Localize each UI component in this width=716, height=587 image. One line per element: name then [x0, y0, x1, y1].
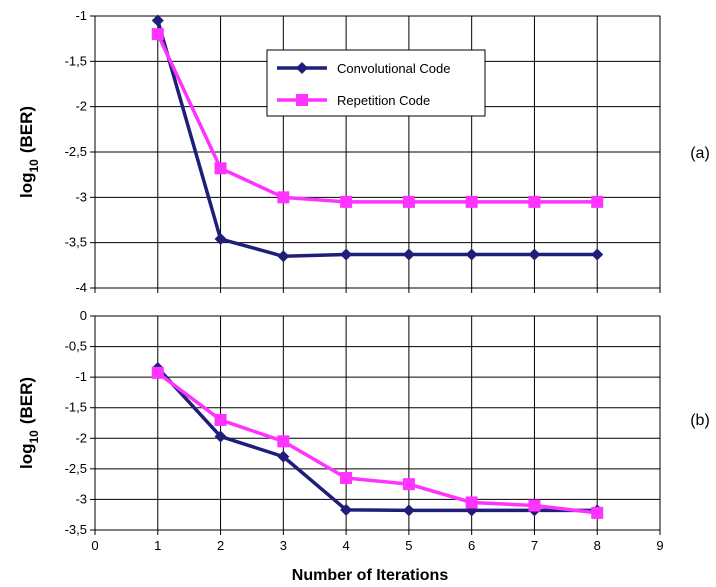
- y-tick-label: -0,5: [65, 339, 87, 354]
- data-point-repetition: [277, 191, 290, 204]
- data-point-repetition: [591, 506, 604, 519]
- data-point-repetition: [340, 472, 353, 485]
- y-axis-label-rest: (BER): [17, 377, 36, 424]
- y-axis-label-subscript: 10: [27, 159, 41, 173]
- panel-b-chart: 0 -0,5 -1 -1,5 -2 -2,5 -3 -3,5 0 1 2 3 4 5 6 7 8 9 log10 (B…: [17, 308, 710, 553]
- legend-marker-diamond: [296, 62, 308, 74]
- x-axis-label: Number of Iterations: [292, 567, 449, 584]
- y-tick-label: -3: [75, 189, 87, 204]
- data-point-repetition: [340, 195, 353, 208]
- y-axis-label-subscript: 10: [27, 430, 41, 444]
- x-tick-label: 7: [531, 538, 538, 553]
- data-point-convolutional: [465, 248, 478, 261]
- y-axis-label: log10 (BER): [17, 377, 41, 469]
- data-point-convolutional: [214, 233, 227, 246]
- data-point-convolutional: [277, 250, 290, 263]
- series-line-convolutional: [156, 366, 598, 513]
- data-point-convolutional: [340, 503, 353, 516]
- y-axis-label-base: log: [17, 173, 36, 199]
- y-tick-label: -3: [75, 491, 87, 506]
- legend-marker-square: [296, 94, 308, 106]
- x-tick-label: 8: [594, 538, 601, 553]
- data-point-repetition: [277, 435, 290, 448]
- x-tick-label: 4: [342, 538, 349, 553]
- x-tick-label: 1: [154, 538, 161, 553]
- data-point-repetition: [591, 195, 604, 208]
- x-tick-label: 3: [280, 538, 287, 553]
- data-point-repetition: [214, 413, 227, 426]
- y-axis-label: log10 (BER): [17, 106, 41, 198]
- x-tick-label: 6: [468, 538, 475, 553]
- y-tick-label: 0: [80, 308, 87, 323]
- y-tick-label: -1: [75, 8, 87, 23]
- x-tick-label: 2: [217, 538, 224, 553]
- data-point-repetition: [402, 195, 415, 208]
- data-point-repetition: [402, 478, 415, 491]
- legend: Convolutional Code Repetition Code: [266, 49, 486, 117]
- y-tick-label: -1: [75, 369, 87, 384]
- y-axis-label-base: log: [17, 444, 36, 470]
- series-line-convolutional: [156, 20, 598, 259]
- data-point-repetition: [151, 366, 164, 379]
- data-point-convolutional: [151, 14, 164, 27]
- y-tick-label: -2: [75, 430, 87, 445]
- data-point-convolutional: [277, 450, 290, 463]
- y-tick-label: -2,5: [65, 461, 87, 476]
- panel-label: (a): [690, 145, 710, 162]
- data-point-convolutional: [528, 248, 541, 261]
- data-point-convolutional: [402, 504, 415, 517]
- y-axis-label-rest: (BER): [17, 106, 36, 153]
- y-tick-label: -4: [75, 280, 87, 295]
- data-point-repetition: [151, 28, 164, 41]
- y-tick-label: -3,5: [65, 235, 87, 250]
- data-point-repetition: [528, 499, 541, 512]
- legend-label: Repetition Code: [337, 93, 430, 108]
- data-point-convolutional: [402, 248, 415, 261]
- x-tick-label: 5: [405, 538, 412, 553]
- data-point-convolutional: [591, 248, 604, 261]
- legend-label: Convolutional Code: [337, 61, 450, 76]
- data-point-convolutional: [214, 430, 227, 443]
- series-line-repetition: [156, 371, 598, 515]
- y-tick-label: -2: [75, 99, 87, 114]
- x-tick-label: 0: [91, 538, 98, 553]
- data-point-repetition: [528, 195, 541, 208]
- plot-area: [94, 315, 661, 531]
- data-point-repetition: [465, 195, 478, 208]
- data-point-repetition: [465, 496, 478, 509]
- y-tick-label: -1,5: [65, 53, 87, 68]
- y-tick-label: -1,5: [65, 400, 87, 415]
- data-point-convolutional: [340, 248, 353, 261]
- y-tick-label: -2,5: [65, 144, 87, 159]
- y-tick-label: -3,5: [65, 522, 87, 537]
- data-point-repetition: [214, 162, 227, 175]
- x-tick-label: 9: [656, 538, 663, 553]
- series-line-repetition: [156, 33, 598, 204]
- panel-label: (b): [690, 412, 710, 429]
